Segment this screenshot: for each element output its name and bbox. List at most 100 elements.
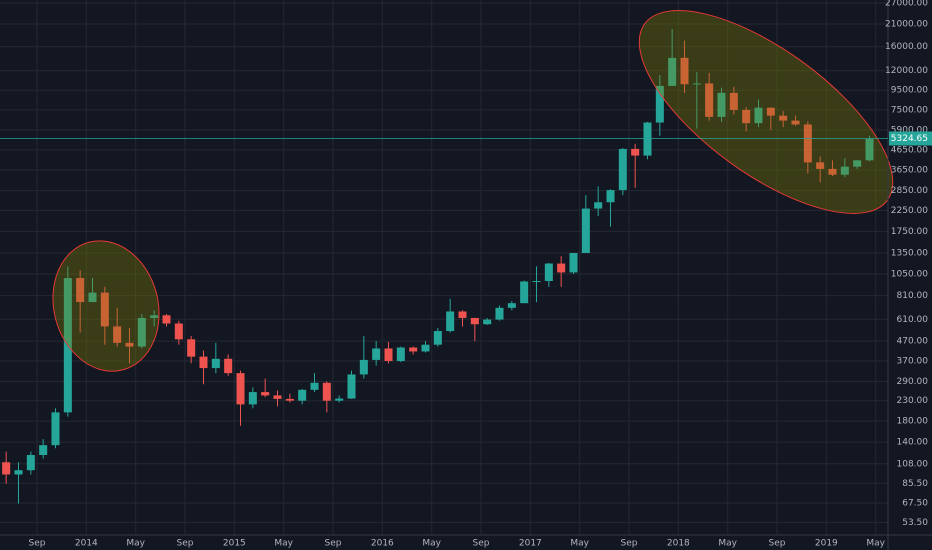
candle-body — [261, 392, 270, 396]
y-tick-label: 290.00 — [897, 377, 929, 387]
candle-body — [791, 120, 800, 125]
y-tick-label: 1350.00 — [891, 249, 928, 259]
candle-body — [655, 85, 664, 123]
candle-body — [470, 317, 479, 325]
y-tick-label: 1750.00 — [891, 227, 928, 237]
y-tick-label: 1050.00 — [891, 269, 928, 279]
x-tick-label: 2016 — [371, 539, 394, 549]
candle-body — [76, 278, 85, 303]
x-tick-label: Sep — [621, 539, 638, 549]
candle-body — [569, 253, 578, 273]
candle-body — [150, 315, 159, 318]
last-price-box — [889, 131, 932, 146]
candle-body — [174, 323, 183, 340]
candle-body — [39, 445, 48, 455]
y-tick-label: 180.00 — [897, 417, 929, 427]
y-tick-label: 85.50 — [902, 479, 928, 489]
x-tick-label: 2017 — [519, 539, 542, 549]
x-tick-label: May — [422, 539, 441, 549]
candle-body — [680, 57, 689, 85]
x-tick-label: Sep — [29, 539, 46, 549]
candle-body — [754, 107, 763, 124]
candle-body — [705, 83, 714, 117]
candle-body — [631, 148, 640, 156]
x-tick-label: 2014 — [75, 539, 98, 549]
candle-body — [88, 292, 97, 303]
candle-body — [310, 382, 319, 390]
candle-body — [396, 347, 405, 362]
y-tick-label: 610.00 — [897, 315, 929, 325]
x-tick-label: May — [274, 539, 293, 549]
candle-body — [865, 138, 874, 161]
candles — [2, 28, 874, 504]
candle-body — [273, 395, 282, 399]
y-tick-label: 21000.00 — [885, 20, 928, 30]
candle-body — [14, 470, 23, 475]
x-tick-label: Sep — [325, 539, 342, 549]
candle-body — [803, 124, 812, 163]
candle-body — [335, 398, 344, 401]
candle-body — [2, 462, 11, 475]
candle-body — [409, 347, 418, 352]
y-tick-label: 370.00 — [897, 357, 929, 367]
y-tick-label: 2850.00 — [891, 186, 928, 196]
candle-body — [618, 148, 627, 191]
candle-body — [692, 83, 701, 85]
candle-body — [557, 263, 566, 273]
candle-body — [236, 373, 245, 405]
x-tick-label: May — [126, 539, 145, 549]
candle-body — [359, 359, 368, 375]
candle-body — [372, 348, 381, 360]
x-tick-label: May — [570, 539, 589, 549]
x-tick-label: May — [718, 539, 737, 549]
candle-body — [285, 398, 294, 401]
y-tick-label: 7500.00 — [891, 105, 928, 115]
candle-body — [433, 331, 442, 345]
y-tick-label: 67.50 — [902, 498, 928, 508]
y-tick-label: 53.50 — [902, 518, 928, 528]
candle-body — [766, 107, 775, 116]
candle-body — [384, 348, 393, 362]
y-tick-label: 140.00 — [897, 438, 929, 448]
x-tick-label: Sep — [177, 539, 194, 549]
x-tick-label: Sep — [769, 539, 786, 549]
highlight-ellipse — [638, 10, 894, 214]
candle-body — [458, 311, 467, 318]
y-tick-label: 810.00 — [897, 291, 929, 301]
candle-body — [495, 307, 504, 320]
candle-body — [581, 208, 590, 254]
candle-body — [125, 342, 134, 347]
candle-body — [643, 122, 652, 156]
y-tick-label: 27000.00 — [885, 0, 928, 9]
candle-body — [421, 344, 430, 352]
y-tick-label: 470.00 — [897, 337, 929, 347]
candle-body — [520, 281, 529, 304]
candle-body — [347, 374, 356, 399]
x-tick-label: Sep — [473, 539, 490, 549]
x-tick-label: 2019 — [815, 539, 838, 549]
candle-body — [668, 57, 677, 86]
candle-body — [298, 389, 307, 401]
candle-body — [224, 358, 233, 374]
candle-body — [717, 92, 726, 117]
candle-body — [816, 162, 825, 169]
candle-body — [606, 190, 615, 203]
last-price-label: 5324.65 — [891, 134, 928, 144]
candle-body — [199, 356, 208, 369]
candle-body — [544, 263, 553, 282]
x-tick-label: 2015 — [223, 539, 246, 549]
y-tick-label: 5900.00 — [891, 125, 928, 135]
candle-body — [853, 160, 862, 167]
candle-body — [162, 315, 171, 324]
candle-body — [594, 202, 603, 209]
y-tick-label: 12000.00 — [885, 66, 928, 76]
grid — [0, 0, 888, 535]
candle-body — [248, 392, 257, 405]
y-tick-label: 4650.00 — [891, 145, 928, 155]
y-tick-label: 9500.00 — [891, 86, 928, 96]
candle-body — [779, 115, 788, 121]
candle-body — [840, 166, 849, 175]
candle-body — [137, 317, 146, 347]
